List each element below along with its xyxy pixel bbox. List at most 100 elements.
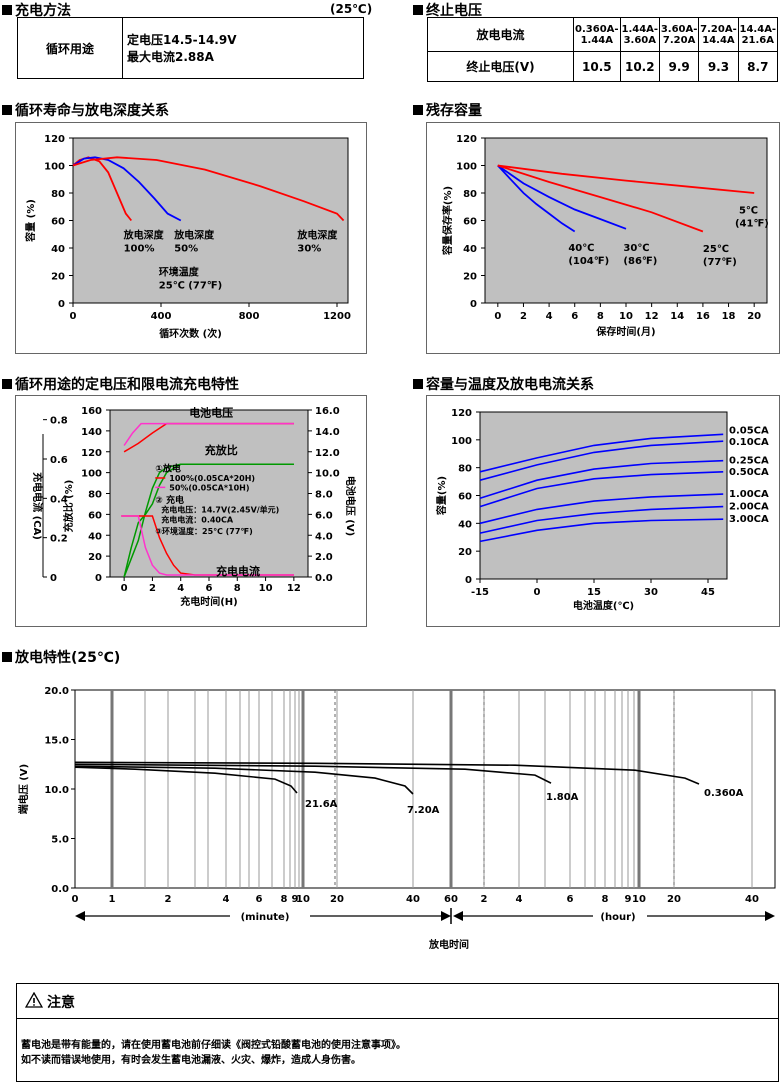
x-tick-label: 0 <box>72 894 79 905</box>
x-tick-label: 0 <box>534 587 541 598</box>
series-line <box>479 493 724 525</box>
x-tick-label: 0 <box>70 311 77 322</box>
legend-text: ③环境温度：25℃ (77℉) <box>155 526 253 536</box>
annotation: 30% <box>297 243 321 254</box>
notice-title: 注意 <box>47 995 75 1011</box>
y-tick-label: 40 <box>458 519 472 530</box>
x-tick-label: 4 <box>223 894 230 905</box>
pct-tick-label: 140 <box>81 427 102 438</box>
x-tick-label: 40 <box>406 894 420 905</box>
v-tick-label: 0.0 <box>315 573 333 584</box>
y-axis-label-v: 电池电压 (V) <box>344 476 357 536</box>
curve-label: (86℉) <box>623 256 657 267</box>
cutoff-voltage-1: 10.2 <box>619 51 660 82</box>
cutoff-current-0: 0.360A- 1.44A <box>573 17 621 52</box>
series-line <box>72 156 182 222</box>
temp-title: 容量与温度及放电电流关系 <box>413 374 594 394</box>
x-tick-label: 6 <box>571 311 578 322</box>
x-tick-label: 4 <box>516 894 523 905</box>
series-line <box>123 463 294 578</box>
x-tick-label: 10 <box>619 311 633 322</box>
x-tick-label: 6 <box>567 894 574 905</box>
y-tick-label: 100 <box>456 162 477 173</box>
series-label: 2.00CA <box>729 502 769 513</box>
discharge-title: 放电特性(25℃) <box>2 647 120 667</box>
arrow-head <box>75 911 85 921</box>
x-tick-label: 15 <box>587 587 601 598</box>
notice-header: 注意 <box>17 984 778 1019</box>
x-tick-label: 8 <box>234 583 241 594</box>
discharge-curve <box>74 761 700 785</box>
plot-area <box>74 689 776 889</box>
x-tick-label: 8 <box>602 894 609 905</box>
legend-text: ② 充电 <box>155 494 184 506</box>
charging-title: 循环用途的定电压和限电流充电特性 <box>2 374 239 394</box>
x-tick-label: 30 <box>644 587 658 598</box>
residual-chart: 0 20 40 60 80 100 120 0 2 4 6 8 10 12 14 16 18 20 保存时间(月) 容… <box>441 134 769 338</box>
discharge-curve <box>74 763 552 784</box>
annotation: 100% <box>124 243 155 254</box>
y-axis-label-ca: 充电电流 (CA) <box>31 472 44 540</box>
y-axis-label: 容量(%) <box>435 476 448 516</box>
pct-tick-label: 0 <box>95 573 102 584</box>
charge-table: 循环用途 定电压14.5-14.9V 最大电流2.88A <box>17 17 364 79</box>
x-tick-label: 10 <box>259 583 273 594</box>
y-tick-label: 60 <box>463 217 477 228</box>
pct-tick-label: 160 <box>81 406 102 417</box>
charge-line1: 定电压14.5-14.9V <box>127 33 237 47</box>
pct-tick-label: 40 <box>88 531 102 542</box>
series-line <box>72 156 345 222</box>
cutoff-table: 放电电流 0.360A- 1.44A 1.44A- 3.60A 3.60A- 7.20A 7.… <box>427 17 779 82</box>
charge-line2: 最大电流2.88A <box>127 50 214 64</box>
ratio-label: 充放比 <box>205 443 238 457</box>
current-label: 充电电流 <box>216 564 260 578</box>
discharge-panel: 0.0 5.0 10.0 15.0 20.0 0 1 2 4 6 8 9 10 20 40 60 2 4 6 8 9 10… <box>15 673 778 963</box>
series-line <box>123 422 294 446</box>
series-line <box>497 164 576 233</box>
ca-tick-label: 0.4 <box>50 494 68 505</box>
y-tick-label: 0.0 <box>51 884 69 895</box>
x-tick-label: 8 <box>597 311 604 322</box>
pct-tick-label: 100 <box>81 469 102 480</box>
warning-icon <box>25 992 43 1008</box>
y-tick-label: 80 <box>51 189 65 200</box>
series-label: 3.00CA <box>729 514 769 525</box>
v-tick-label: 10.0 <box>315 469 340 480</box>
x-tick-label: 12 <box>287 583 301 594</box>
x-axis-label: 保存时间(月) <box>595 325 655 338</box>
curve-label: 40℃ <box>568 243 594 254</box>
series-line <box>497 164 755 194</box>
y-tick-label: 20 <box>463 272 477 283</box>
cutoff-current-2: 3.60A- 7.20A <box>658 17 700 52</box>
series-label: 0.05CA <box>729 425 769 436</box>
plot-area <box>484 137 768 304</box>
annotation: 环境温度 <box>159 266 200 279</box>
curve-label: 30℃ <box>623 243 649 254</box>
y-axis-label-pct: 充放比 (%) <box>62 480 75 533</box>
annotation: 放电深度 <box>296 228 338 241</box>
x-tick-label: 20 <box>747 311 761 322</box>
x-tick-label: 4 <box>546 311 553 322</box>
curve-label: 25℃ <box>703 244 729 255</box>
x-tick-label: 2 <box>520 311 527 322</box>
legend-text: ①放电 <box>155 463 181 475</box>
voltage-label: 电池电压 <box>189 405 233 419</box>
x-tick-label: 60 <box>444 894 458 905</box>
y-tick-label: 60 <box>51 217 65 228</box>
series-line <box>497 164 627 230</box>
y-tick-label: 80 <box>463 189 477 200</box>
ca-tick-label: 0 <box>50 573 57 584</box>
series-line <box>479 459 724 500</box>
y-tick-label: 0 <box>465 575 472 586</box>
y-tick-label: 80 <box>458 464 472 475</box>
x-tick-label: 40 <box>745 894 759 905</box>
x-tick-label: 9 <box>625 894 632 905</box>
charge-row-label: 循环用途 <box>17 17 123 79</box>
curve-label: 5℃ <box>739 206 758 217</box>
y-tick-label: 15.0 <box>44 736 69 747</box>
v-tick-label: 12.0 <box>315 448 340 459</box>
v-tick-label: 16.0 <box>315 406 340 417</box>
cutoff-voltage-2: 9.9 <box>658 51 700 82</box>
x-tick-label: 0 <box>494 311 501 322</box>
